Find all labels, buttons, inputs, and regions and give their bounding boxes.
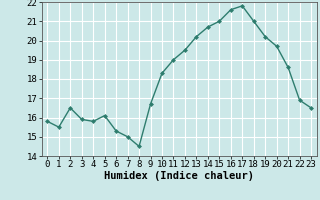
X-axis label: Humidex (Indice chaleur): Humidex (Indice chaleur): [104, 171, 254, 181]
